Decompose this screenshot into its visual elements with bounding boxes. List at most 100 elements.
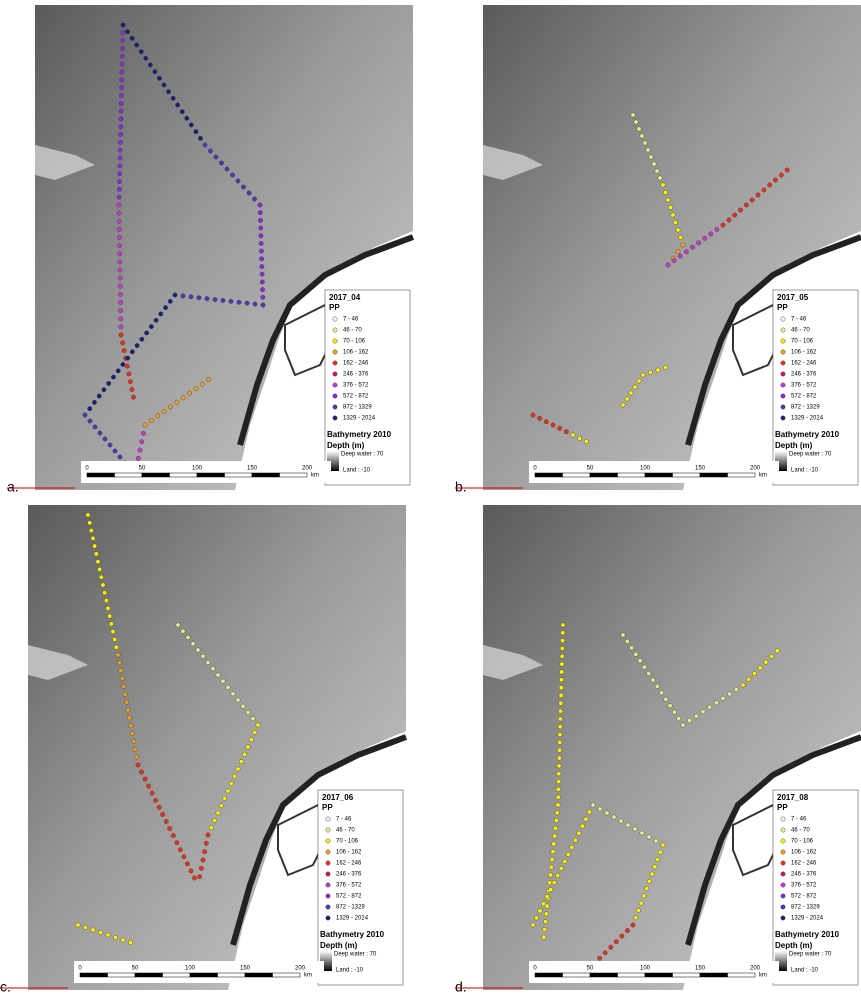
sample-point [203,840,209,846]
sample-point [135,762,141,768]
sample-point [117,235,122,240]
sample-point [142,422,148,428]
sample-point [678,235,683,240]
sample-point [117,251,123,257]
sample-point [550,849,556,855]
sample-point [260,287,265,293]
sample-point [555,802,561,808]
sample-point [118,124,124,130]
sample-point [639,133,645,139]
legend-label: 872 - 1329 [791,405,820,411]
sample-point [105,605,111,611]
sample-point [125,355,131,361]
sample-point [618,818,624,824]
scale-bar-segment [189,972,218,978]
legend-label: 7 - 46 [791,317,807,323]
scale-unit: km [311,473,319,479]
legend-label: 7 - 46 [343,317,359,323]
sample-point [225,685,231,690]
sample-point [558,700,564,706]
sample-point [172,292,178,298]
legend-swatch [780,360,786,366]
legend-label: 246 - 376 [336,872,362,878]
legend-box [772,789,859,986]
scale-bar-bg [529,461,779,483]
sample-point [196,295,202,301]
legend-swatch [332,360,338,366]
scale-bar-segment [196,472,225,478]
sample-point [752,671,757,676]
legend-label: 70 - 106 [343,339,366,345]
legend-swatch [780,860,786,866]
sample-point [127,379,133,385]
sample-point [202,849,208,855]
sample-point [117,243,123,249]
legend-swatch [780,915,786,921]
sample-point [103,598,109,603]
sample-point [101,387,107,393]
sample-point [215,810,221,816]
sample-point [530,922,536,928]
sample-point [676,716,682,721]
sample-point [597,955,603,961]
sample-point [241,184,246,190]
sample-point [236,299,242,305]
sample-point [583,816,589,822]
sample-point [117,179,122,184]
sample-point [652,864,658,870]
sample-point [139,769,144,775]
sample-point [258,225,264,231]
islands [237,234,415,446]
sample-point [208,148,213,154]
sample-point [248,737,254,743]
sample-point [175,622,181,628]
sample-point [640,372,646,378]
sample-point [218,803,224,809]
sample-point [96,393,102,399]
legend-label: 1329 - 2024 [791,916,824,922]
islands [685,234,861,446]
sample-point [118,668,124,674]
land-label: Land : -10 [791,468,819,474]
sample-point [100,582,106,588]
legend-label: 7 - 46 [791,817,807,823]
sample-point [636,378,642,384]
sample-point [117,171,123,177]
sample-point [258,241,264,246]
sample-point [163,819,169,824]
sample-point [552,833,558,839]
sample-point [675,249,681,255]
sample-point [543,419,549,425]
sample-point [690,244,695,250]
sample-point [220,678,226,684]
sample-point [629,645,634,651]
sample-point [252,196,257,202]
scale-bar-segment [617,972,646,978]
sample-point [542,927,548,932]
legend-subtitle: PP [777,803,788,812]
sample-point [668,205,673,210]
legend-label: 106 - 162 [791,350,817,356]
sample-point [544,903,550,909]
scale-unit: km [759,973,767,979]
sample-point [153,317,159,323]
sample-point [120,46,125,51]
sample-point [553,818,559,823]
legend-swatch [325,904,331,910]
sample-point [544,894,550,900]
sample-point [659,690,664,696]
sample-point [260,302,266,308]
sample-point [761,187,767,193]
legend-label: 246 - 376 [791,372,817,378]
sample-point [733,687,739,692]
sample-point [188,294,194,300]
scale-bar-bg [529,961,779,983]
sample-point [587,809,592,815]
legend-swatch [780,382,786,388]
sample-point [757,665,763,671]
sample-point [784,167,790,173]
sample-point [641,893,647,899]
scale-tick-label: 100 [640,966,651,972]
sample-point [124,363,130,369]
